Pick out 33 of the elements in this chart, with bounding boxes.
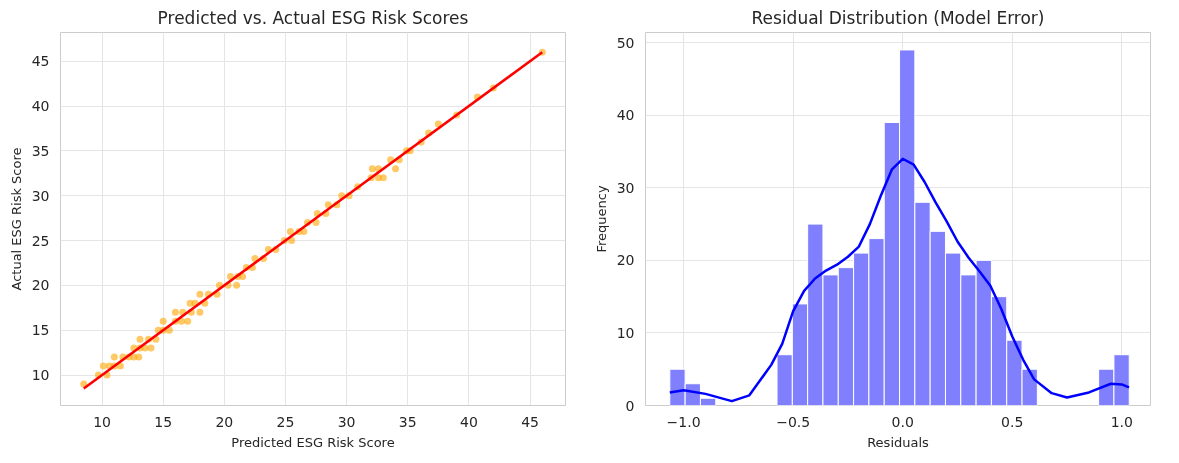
chart-title: Residual Distribution (Model Error) [751,7,1045,28]
x-axis-title: Predicted ESG Risk Score [231,434,395,450]
y-tick-label: 50 [616,34,635,51]
x-tick-label: 25 [276,413,295,430]
x-tick-label: 15 [154,413,173,430]
y-tick-label: 15 [31,322,50,339]
x-axis-title: Residuals [867,434,930,450]
x-tick-label: 30 [337,413,356,430]
y-tick-label: 10 [616,324,635,341]
y-tick-label: 25 [31,232,50,249]
x-tick-label: 45 [521,413,539,430]
x-tick-label: 20 [215,413,234,430]
y-axis-title: Actual ESG Risk Score [8,147,24,291]
y-tick-label: 0 [625,397,635,414]
y-tick-label: 35 [31,142,50,159]
y-axis-title: Frequency [593,185,609,253]
x-tick-label: 35 [398,413,417,430]
x-tick-label: 0.0 [891,413,914,430]
y-tick-label: 20 [616,252,635,269]
y-tick-label: 30 [616,179,635,196]
y-tick-label: 30 [31,187,50,204]
x-tick-label: 40 [459,413,478,430]
x-tick-label: −1.0 [666,413,701,430]
y-tick-label: 45 [31,53,50,70]
y-tick-label: 20 [31,277,50,294]
y-tick-label: 10 [31,367,50,384]
chart-title: Predicted vs. Actual ESG Risk Scores [157,7,469,28]
y-tick-label: 40 [616,107,635,124]
x-tick-label: 0.5 [1001,413,1024,430]
x-tick-label: −0.5 [776,413,811,430]
y-tick-label: 40 [31,98,50,115]
x-tick-label: 1.0 [1110,413,1133,430]
x-tick-label: 10 [93,413,111,430]
